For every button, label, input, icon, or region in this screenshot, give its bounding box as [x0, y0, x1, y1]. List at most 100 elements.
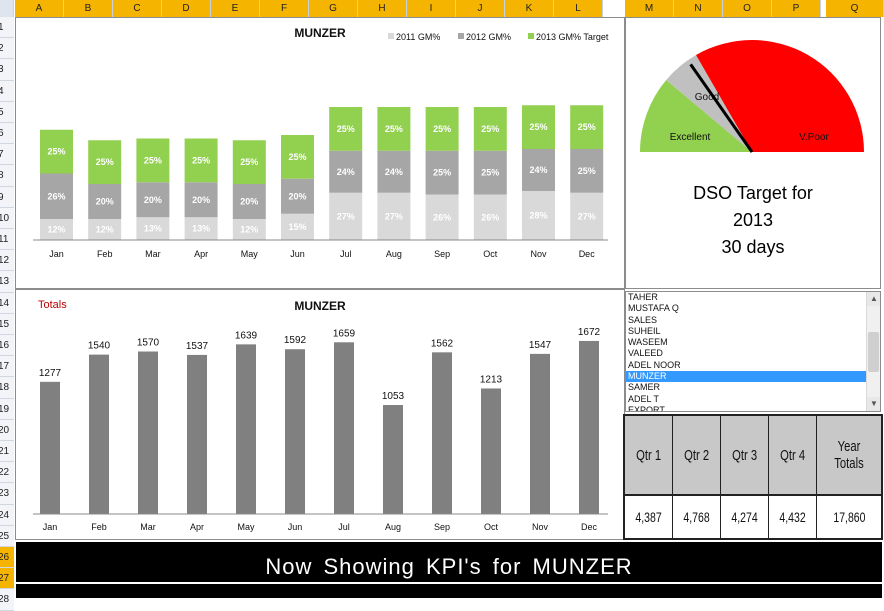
- row-header-19[interactable]: 19: [0, 398, 14, 420]
- row-header-14[interactable]: 14: [0, 292, 14, 314]
- column-header-q[interactable]: Q: [826, 0, 884, 17]
- gm-data-label: 25%: [337, 124, 355, 134]
- gm-bar-mar-s0: [136, 217, 170, 240]
- row-header-8[interactable]: 8: [0, 165, 14, 187]
- listbox-scrollbar[interactable]: ▲ ▼: [866, 292, 880, 411]
- row-header-2[interactable]: 2: [0, 38, 14, 60]
- column-header-m[interactable]: M: [625, 0, 674, 17]
- column-header-i[interactable]: I: [407, 0, 456, 17]
- list-item[interactable]: ADEL NOOR: [628, 359, 681, 370]
- salesperson-listbox[interactable]: TAHER MUSTAFA Q SALES SUHEIL WASEEM VALEED ADE…: [625, 291, 881, 412]
- quarter-header-cell: Qtr 4: [769, 416, 817, 494]
- gauge-slice-vpoor: [696, 39, 864, 152]
- scroll-down-icon[interactable]: ▼: [867, 397, 880, 411]
- gm-bar-dec-s1: [570, 149, 604, 193]
- gm-data-label: 13%: [144, 224, 162, 234]
- row-header-7[interactable]: 7: [0, 144, 14, 166]
- list-item[interactable]: EXPORT: [628, 404, 665, 412]
- totals-x-tick-mar: Mar: [140, 522, 156, 532]
- list-item[interactable]: SALES: [628, 314, 658, 325]
- column-header-g[interactable]: G: [309, 0, 358, 17]
- scroll-thumb[interactable]: [868, 332, 879, 372]
- row-header-6[interactable]: 6: [0, 123, 14, 145]
- quarter-header-cell: Qtr 1: [625, 416, 673, 494]
- column-header-d[interactable]: D: [162, 0, 211, 17]
- gm-data-label: 20%: [240, 197, 258, 207]
- row-header-24[interactable]: 24: [0, 504, 14, 526]
- row-header-22[interactable]: 22: [0, 462, 14, 484]
- row-header-9[interactable]: 9: [0, 186, 14, 208]
- row-header-20[interactable]: 20: [0, 419, 14, 441]
- column-header-h[interactable]: H: [358, 0, 407, 17]
- list-item[interactable]: MUSTAFA Q: [628, 303, 679, 314]
- list-item[interactable]: MUNZER: [626, 371, 866, 383]
- totals-data-label: 1277: [39, 368, 62, 379]
- list-item[interactable]: VALEED: [628, 348, 663, 359]
- gm-x-tick-sep: Sep: [434, 249, 450, 259]
- gm-stacked-bar-chart: MUNZER 2011 GM% 2012 GM% 2013 GM% Target…: [33, 26, 609, 259]
- row-header-13[interactable]: 13: [0, 271, 14, 293]
- gm-bar-jun-s1: [281, 178, 314, 214]
- column-header-j[interactable]: J: [456, 0, 505, 17]
- row-header-5[interactable]: 5: [0, 101, 14, 123]
- row-header-11[interactable]: 11: [0, 229, 14, 251]
- gm-data-label: 15%: [288, 222, 306, 232]
- gm-data-label: 28%: [529, 211, 547, 221]
- gm-data-label: 25%: [144, 155, 162, 165]
- legend-swatch-2013: [528, 33, 534, 39]
- dso-line-2: 2013: [732, 210, 774, 230]
- gm-data-label: 26%: [481, 212, 499, 222]
- column-header-e[interactable]: E: [211, 0, 260, 17]
- scroll-up-icon[interactable]: ▲: [867, 292, 880, 306]
- column-header-k[interactable]: K: [505, 0, 554, 17]
- column-header-n[interactable]: N: [674, 0, 723, 17]
- row-header-15[interactable]: 15: [0, 313, 14, 335]
- gm-chart-panel[interactable]: MUNZER 2011 GM% 2012 GM% 2013 GM% Target…: [15, 17, 625, 289]
- gm-bar-oct-s0: [473, 194, 507, 240]
- quarter-header-cell: Qtr 2: [673, 416, 721, 494]
- list-item[interactable]: SAMER: [628, 382, 661, 393]
- list-item[interactable]: WASEEM: [628, 337, 668, 348]
- column-header-a[interactable]: A: [15, 0, 64, 17]
- gm-data-label: 25%: [192, 155, 210, 165]
- row-header-17[interactable]: 17: [0, 356, 14, 378]
- row-header-18[interactable]: 18: [0, 377, 14, 399]
- row-header-23[interactable]: 23: [0, 483, 14, 505]
- row-header-3[interactable]: 3: [0, 59, 14, 81]
- row-header-12[interactable]: 12: [0, 250, 14, 272]
- column-header-o[interactable]: O: [723, 0, 772, 17]
- row-header-25[interactable]: 25: [0, 525, 14, 547]
- table-divider: [625, 494, 881, 496]
- column-header-p[interactable]: P: [772, 0, 821, 17]
- gm-legend: 2011 GM% 2012 GM% 2013 GM% Target: [388, 32, 609, 42]
- gm-data-label: 20%: [144, 195, 162, 205]
- totals-chart-panel[interactable]: Totals MUNZER 1277 1540 1570 1537 1639 1592 16…: [15, 289, 625, 540]
- select-all-corner[interactable]: [0, 0, 14, 17]
- dso-gauge-panel[interactable]: Excellent Good V.Poor: [625, 17, 881, 289]
- quarter-value-label: 4,274: [731, 509, 758, 525]
- column-header-b[interactable]: B: [64, 0, 113, 17]
- column-header-c[interactable]: C: [113, 0, 162, 17]
- row-header-28[interactable]: 28: [0, 589, 14, 611]
- gm-chart-title: MUNZER: [294, 26, 346, 40]
- row-header-26[interactable]: 26: [0, 547, 14, 569]
- totals-bar-apr: [187, 354, 207, 514]
- row-header-1[interactable]: 1: [0, 17, 14, 39]
- gm-data-label: 25%: [578, 166, 596, 176]
- totals-bar-chart: Totals MUNZER 1277 1540 1570 1537 1639 1592 16…: [33, 299, 608, 532]
- row-header-27[interactable]: 27: [0, 568, 14, 590]
- row-header-21[interactable]: 21: [0, 441, 14, 463]
- list-item[interactable]: SUHEIL: [628, 325, 661, 336]
- column-header-l[interactable]: L: [554, 0, 603, 17]
- list-item[interactable]: ADEL T: [628, 393, 660, 404]
- row-header-10[interactable]: 10: [0, 207, 14, 229]
- totals-x-tick-feb: Feb: [91, 522, 107, 532]
- list-item[interactable]: TAHER: [628, 292, 658, 302]
- row-header-4[interactable]: 4: [0, 80, 14, 102]
- gm-bar-apr-s0: [184, 217, 218, 240]
- gm-bar-jan-s2: [40, 129, 73, 174]
- column-header-f[interactable]: F: [260, 0, 309, 17]
- row-header-16[interactable]: 16: [0, 335, 14, 357]
- totals-bar-mar: [138, 351, 158, 514]
- legend-swatch-2011: [388, 33, 394, 39]
